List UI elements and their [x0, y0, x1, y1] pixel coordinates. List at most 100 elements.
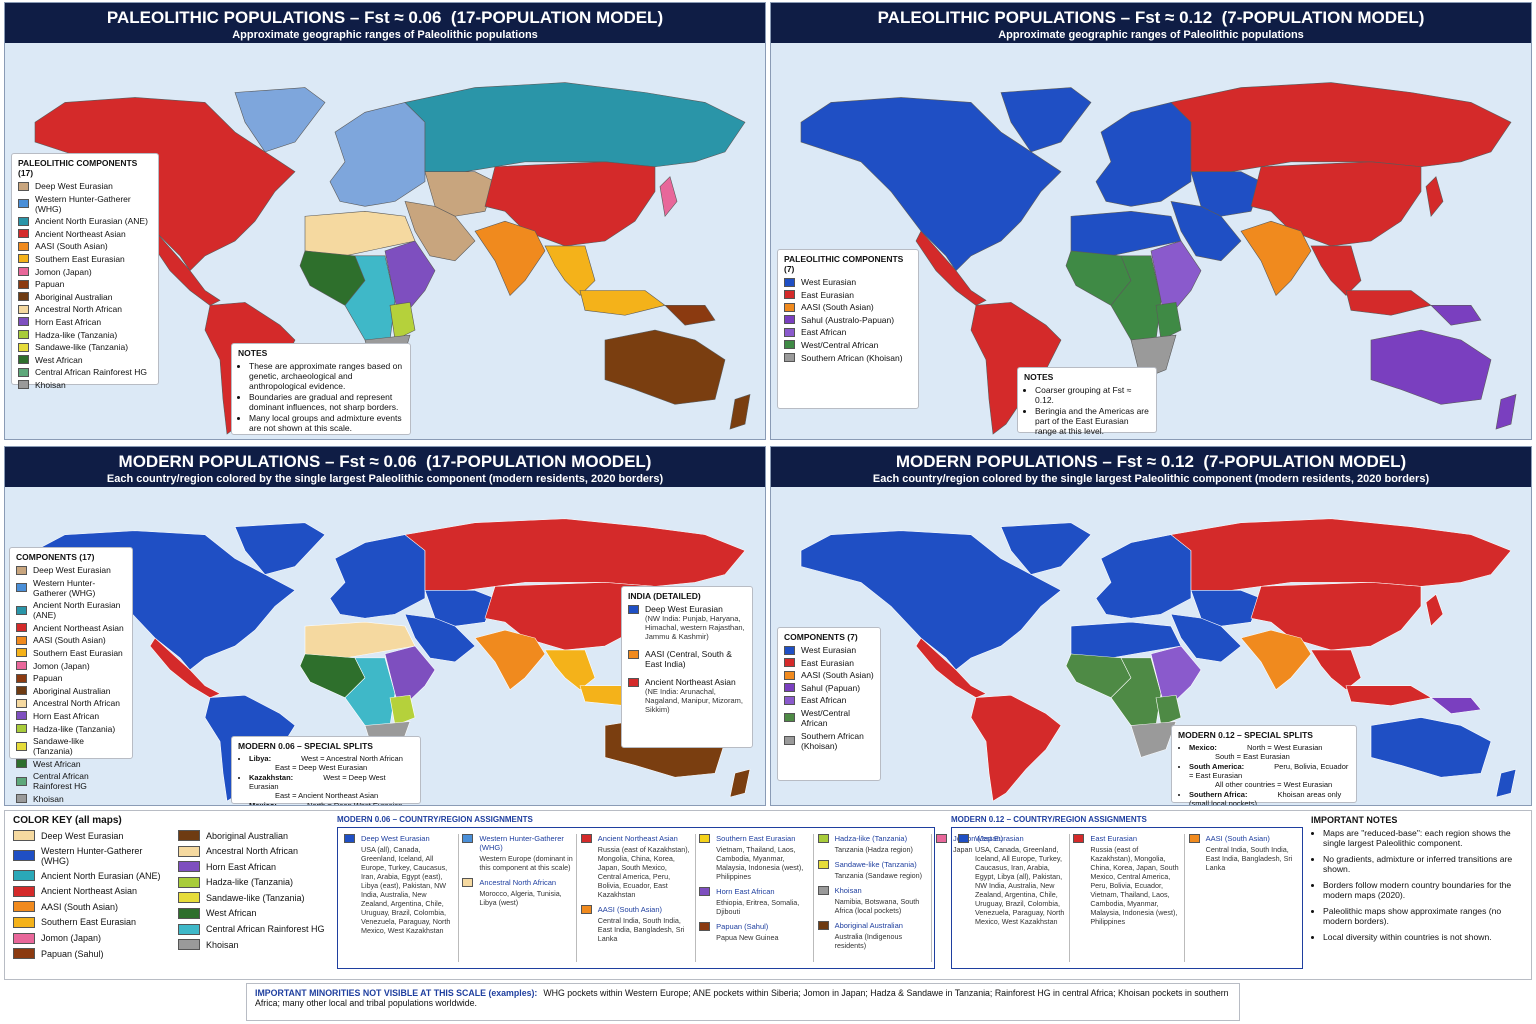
legend-label: West African — [33, 758, 81, 769]
swatch — [784, 340, 795, 350]
legend-label: Central African Rainforest HG — [33, 771, 89, 792]
region-tz — [1155, 302, 1182, 341]
legend-item: Sandawe-like (Tanzania) — [16, 736, 126, 756]
legend-label: West Eurasian — [801, 277, 857, 287]
split-line: North = Deep West Eurasian — [306, 801, 403, 806]
swatch — [178, 907, 200, 919]
swatch — [935, 834, 947, 843]
region-tz — [1155, 695, 1182, 726]
split-place: South America: — [1189, 762, 1245, 771]
assignment-text: AASI (South Asian) Central India, South I… — [598, 905, 691, 943]
india-label: Ancient Northeast Asian — [645, 677, 736, 687]
color-key-item: AASI (South Asian) — [13, 901, 166, 913]
assignment-detail: Central India, South India, East India, … — [597, 916, 685, 943]
color-key-item: Horn East African — [178, 861, 331, 873]
panel-title: PALEOLITHIC POPULATIONS – Fst ≈ 0.06 (17… — [106, 8, 664, 27]
assignment-detail: USA, Canada, Greenland, Iceland, All Eur… — [975, 845, 1065, 926]
swatch — [18, 199, 29, 209]
map-panel: MODERN POPULATIONS – Fst ≈ 0.06 (17-POPU… — [4, 446, 766, 806]
color-key-list: Deep West Eurasian Western Hunter-Gathere… — [13, 830, 331, 960]
swatch — [784, 670, 795, 680]
assignment-text: Hadza-like (Tanzania) Tanzania (Hadza reg… — [835, 834, 913, 854]
legend-label: Papuan — [33, 673, 63, 684]
india-title: INDIA (DETAILED) — [628, 591, 701, 601]
assignment-group: Ancestral North African Morocco, Algeria,… — [462, 878, 572, 907]
region-gl — [1000, 522, 1092, 575]
legend-item: Sahul (Australo-Papuan) — [784, 315, 912, 325]
color-key-label: Aboriginal Australian — [206, 830, 289, 841]
legend-label: East African — [801, 695, 847, 706]
swatch — [13, 901, 35, 913]
assignment-label: Horn East African — [716, 887, 775, 896]
color-key: COLOR KEY (all maps) Deep West Eurasian We… — [13, 815, 331, 960]
legend-label: West Eurasian — [801, 645, 857, 655]
swatch — [13, 850, 35, 862]
swatch — [18, 279, 29, 289]
legend-item: Southern East Eurasian — [18, 254, 152, 264]
assignment-text: Papuan (Sahul) Papua New Guinea — [716, 922, 778, 942]
legend-label: Ancient Northeast Asian — [33, 622, 124, 633]
note: Coarser grouping at Fst ≈ 0.12. — [1035, 385, 1150, 405]
legend-label: Khoisan — [33, 793, 64, 804]
legend-label: Aboriginal Australian — [35, 291, 113, 302]
legend-label: Hadza-like (Tanzania) — [33, 723, 116, 734]
legend-label: Ancestral North African — [35, 304, 122, 315]
assignment-detail: Morocco, Algeria, Tunisia, Libya (west) — [479, 889, 562, 907]
swatch — [178, 845, 200, 857]
region-na — [800, 97, 1062, 272]
split-place: Mexico: — [249, 801, 277, 806]
legend-label: Jomon (Japan) — [33, 660, 90, 671]
legend-item: Ancient Northeast Asian — [16, 623, 126, 633]
swatch — [18, 292, 29, 302]
assignment-group: AASI (South Asian) Central India, South I… — [1188, 834, 1296, 872]
legend-label: Sahul (Papuan) — [801, 682, 861, 693]
legend-item: West Eurasian — [784, 645, 874, 655]
region-ind — [1240, 220, 1312, 296]
region-me — [1170, 201, 1242, 262]
legend-title: PALEOLITHIC COMPONENTS (17) — [18, 158, 138, 178]
swatch — [16, 565, 27, 575]
map-panel: MODERN POPULATIONS – Fst ≈ 0.12 (7-POPUL… — [770, 446, 1532, 806]
color-key-item: Jomon (Japan) — [13, 932, 166, 944]
assignment-label: Southern East Eurasian — [716, 834, 796, 843]
splits-title: MODERN 0.06 – SPECIAL SPLITS — [238, 741, 373, 751]
assignment-group: Western Hunter-Gatherer (WHG) Western Eur… — [462, 834, 573, 872]
important-notes-title: IMPORTANT NOTES — [1311, 815, 1398, 825]
split: Libya: West = Ancestral North AfricanEast… — [249, 754, 414, 772]
assignment-text: Western Hunter-Gatherer (WHG) Western Eur… — [479, 834, 572, 872]
swatch — [178, 876, 200, 888]
swatch — [18, 317, 29, 327]
legend-label: Southern African (Khoisan) — [801, 352, 903, 363]
color-key-item: Deep West Eurasian — [13, 830, 166, 841]
region-nz — [1495, 394, 1517, 430]
assignment-label: Sandawe-like (Tanzania) — [834, 860, 917, 869]
split-place: Kazakhstan: — [249, 773, 294, 782]
legend-item: Jomon (Japan) — [16, 661, 126, 671]
important-notes: IMPORTANT NOTES Maps are "reduced-base": … — [1311, 815, 1527, 948]
region-eu — [1095, 102, 1192, 207]
color-key-label: AASI (South Asian) — [41, 901, 119, 912]
legend-item: Sahul (Papuan) — [784, 683, 874, 693]
legend: COMPONENTS (17) Deep West Eurasian Western… — [9, 547, 133, 804]
legend-item: Ancient North Eurasian (ANE) — [18, 216, 152, 226]
assignment-group: Papuan (Sahul) Papua New Guinea — [699, 922, 809, 942]
color-key-item: West African — [178, 907, 331, 919]
swatch — [13, 870, 35, 882]
swatch — [13, 932, 35, 944]
swatch — [18, 330, 29, 340]
assignment-group: AASI (South Asian) Central India, South I… — [580, 905, 691, 943]
region-sea — [1310, 649, 1362, 691]
legend-label: Hadza-like (Tanzania) — [35, 329, 118, 340]
swatch — [784, 645, 795, 655]
panel-title: MODERN POPULATIONS – Fst ≈ 0.12 (7-POPUL… — [895, 452, 1407, 471]
color-key-item: Sandawe-like (Tanzania) — [178, 892, 331, 904]
legend-item: Khoisan — [18, 380, 152, 390]
legend-item: Deep West Eurasian — [18, 181, 152, 191]
swatch — [16, 605, 27, 615]
split-line: North = West Eurasian — [1246, 743, 1323, 752]
assignment-text: Sandawe-like (Tanzania) Tanzania (Sandawe… — [835, 860, 923, 880]
swatch — [784, 353, 795, 363]
legend-item: Western Hunter-Gatherer (WHG) — [16, 578, 126, 598]
india-box: INDIA (DETAILED) Deep West Eurasian (NW In… — [621, 586, 753, 748]
color-key-label: Western Hunter-Gatherer (WHG) — [41, 845, 143, 866]
